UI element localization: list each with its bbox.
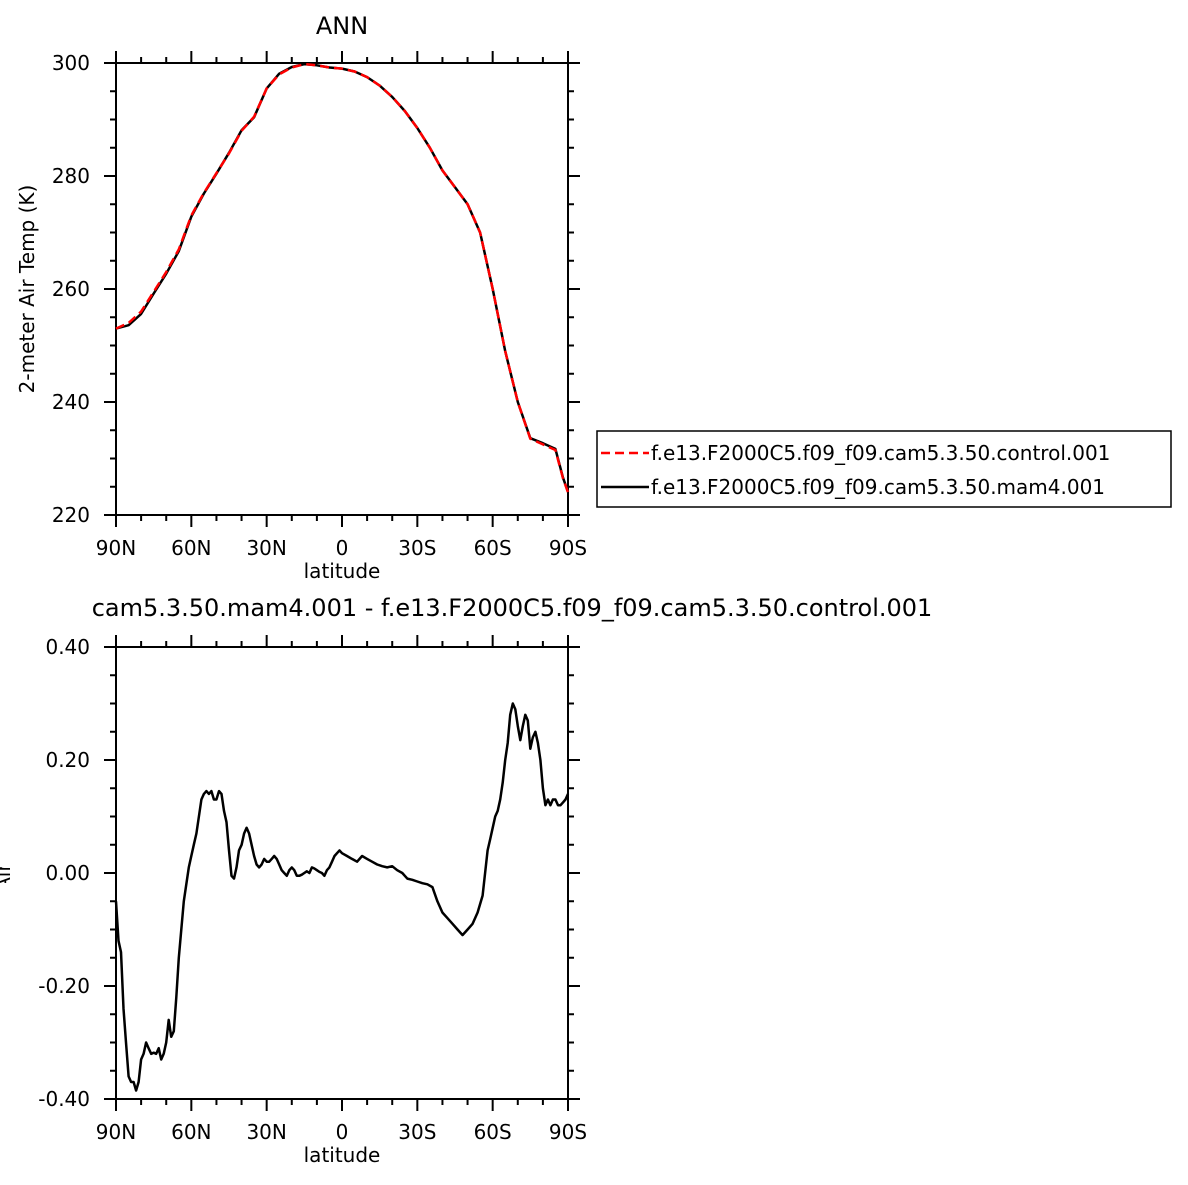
x-tick-label: 0	[336, 536, 349, 560]
chart-title: cam5.3.50.mam4.001 - f.e13.F2000C5.f09_f…	[92, 594, 933, 622]
y-tick-label: -0.40	[38, 1087, 90, 1111]
plot-frame	[115, 62, 569, 516]
x-tick-label: 60N	[171, 1120, 211, 1144]
x-tick-label: 90S	[549, 536, 587, 560]
y-tick-label: 240	[52, 390, 90, 414]
x-tick-label: 90N	[96, 536, 136, 560]
y-tick-label: 220	[52, 503, 90, 527]
x-tick-label: 60N	[171, 536, 211, 560]
y-tick-label: 300	[52, 51, 90, 75]
x-tick-label: 60S	[474, 1120, 512, 1144]
plot-frame	[115, 646, 569, 1100]
x-tick-label: 30N	[246, 536, 286, 560]
x-tick-label: 0	[336, 1120, 349, 1144]
y-tick-label: 0.20	[45, 748, 90, 772]
x-tick-label: 60S	[474, 536, 512, 560]
x-tick-label: 30S	[398, 536, 436, 560]
y-axis-label: 2-meter Air Temp (K)	[15, 185, 39, 394]
legend-box	[596, 430, 1172, 508]
chart-title: ANN	[316, 12, 368, 40]
series-line	[115, 62, 570, 493]
y-tick-label: 0.00	[45, 861, 90, 885]
x-tick-label: 30S	[398, 1120, 436, 1144]
x-tick-label: 30N	[246, 1120, 286, 1144]
y-axis-label: 2-meter Air Temp (K)	[0, 769, 15, 978]
x-axis-label: latitude	[304, 1143, 381, 1167]
series-line	[114, 702, 570, 1092]
legend-label: f.e13.F2000C5.f09_f09.cam5.3.50.control.…	[651, 441, 1110, 465]
y-tick-label: 0.40	[45, 635, 90, 659]
series-line	[115, 62, 570, 493]
x-tick-label: 90S	[549, 1120, 587, 1144]
y-tick-label: 280	[52, 164, 90, 188]
y-tick-label: -0.20	[38, 974, 90, 998]
legend-label: f.e13.F2000C5.f09_f09.cam5.3.50.mam4.001	[651, 475, 1105, 499]
legend: f.e13.F2000C5.f09_f09.cam5.3.50.control.…	[596, 430, 1172, 508]
top-plot: ANN 90N 60N 30N 0 30S 60S 90S 220 240 260 280 300 lat…	[15, 12, 587, 583]
bottom-plot: cam5.3.50.mam4.001 - f.e13.F2000C5.f09_f…	[0, 594, 932, 1167]
x-tick-label: 90N	[96, 1120, 136, 1144]
y-tick-label: 260	[52, 277, 90, 301]
x-axis-label: latitude	[304, 559, 381, 583]
